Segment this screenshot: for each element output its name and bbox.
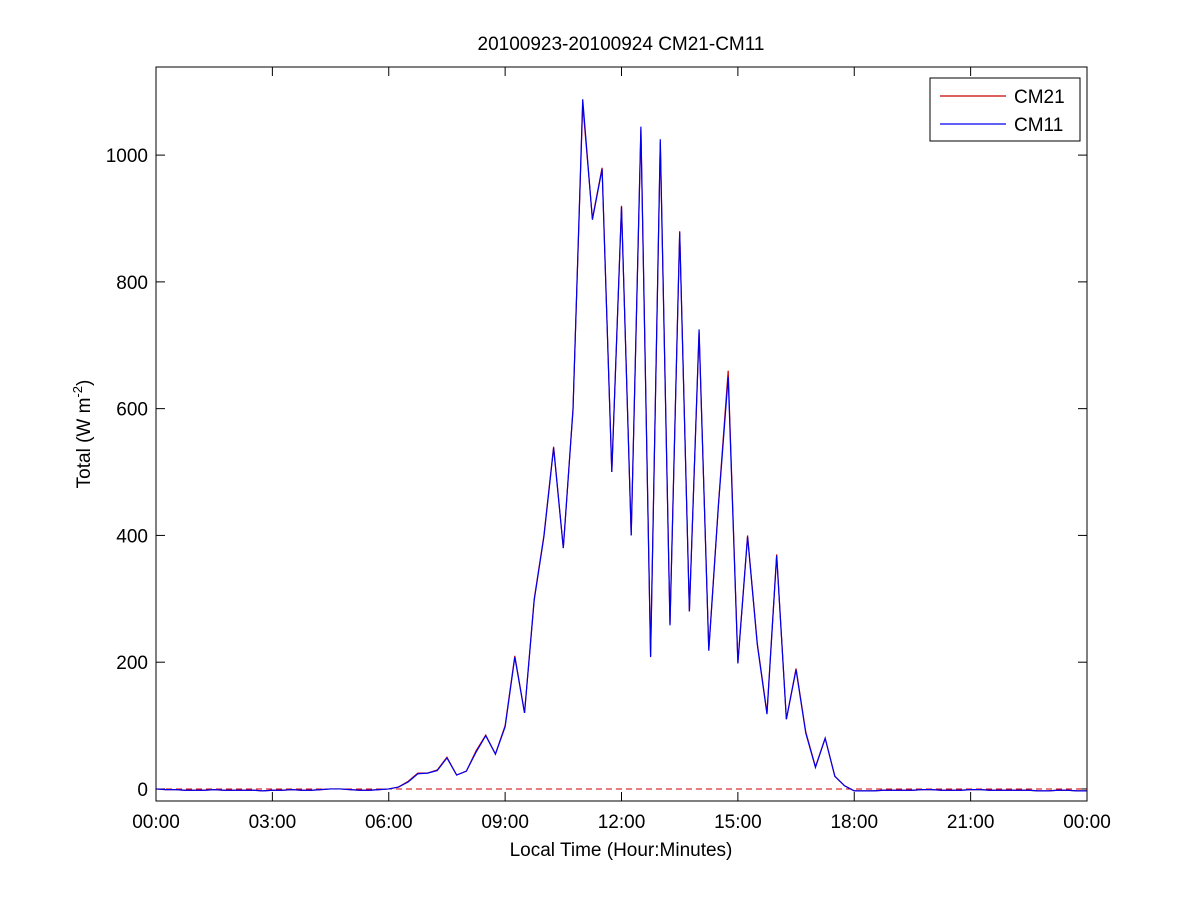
y-label-sup: -2 bbox=[70, 386, 85, 398]
x-tick-label: 21:00 bbox=[947, 812, 995, 833]
y-tick-label: 800 bbox=[116, 273, 148, 294]
y-label-part: Total (W m bbox=[74, 398, 95, 489]
legend-box bbox=[929, 77, 1081, 142]
x-tick-label: 00:00 bbox=[1063, 812, 1111, 833]
y-tick-label: 600 bbox=[116, 400, 148, 421]
y-axis-label: Total (W m-2) bbox=[70, 380, 95, 489]
x-axis-label: Local Time (Hour:Minutes) bbox=[510, 840, 733, 861]
series-line bbox=[155, 99, 1087, 792]
legend-label: CM11 bbox=[1014, 115, 1063, 136]
x-tick-label: 15:00 bbox=[714, 812, 762, 833]
x-tick-label: 00:00 bbox=[132, 812, 180, 833]
y-tick-label: 200 bbox=[116, 653, 148, 674]
plot-frame bbox=[155, 66, 1088, 802]
x-tick-label: 12:00 bbox=[598, 812, 646, 833]
chart-title: 20100923-20100924 CM21-CM11 bbox=[478, 34, 765, 55]
y-label-part: ) bbox=[74, 380, 95, 386]
x-tick-label: 09:00 bbox=[481, 812, 529, 833]
x-tick-label: 03:00 bbox=[249, 812, 297, 833]
x-tick-label: 06:00 bbox=[365, 812, 413, 833]
legend-label: CM21 bbox=[1014, 87, 1065, 108]
y-tick-label: 1000 bbox=[106, 146, 148, 167]
y-tick-label: 0 bbox=[137, 780, 148, 801]
y-tick-label: 400 bbox=[116, 526, 148, 547]
x-tick-label: 18:00 bbox=[830, 812, 878, 833]
